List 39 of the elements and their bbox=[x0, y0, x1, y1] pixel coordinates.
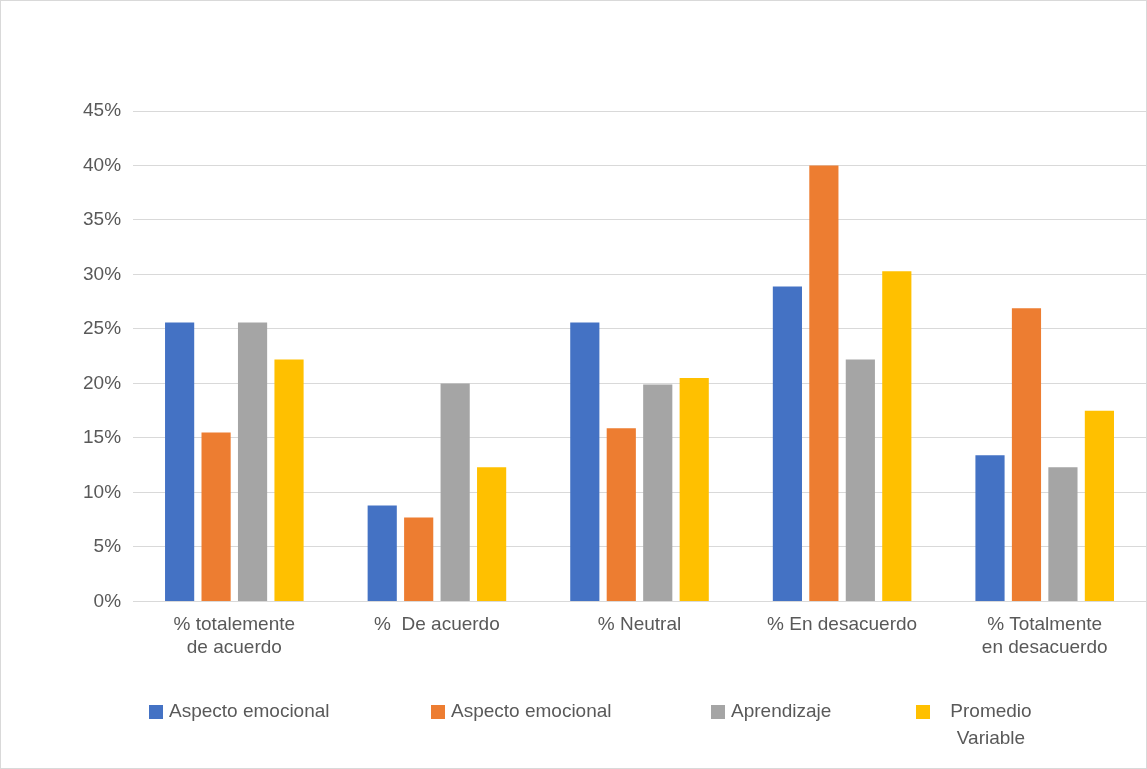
legend-label: Aprendizaje bbox=[731, 699, 832, 723]
bar bbox=[809, 165, 839, 601]
y-tick-label: 40% bbox=[83, 153, 122, 175]
bar bbox=[404, 517, 434, 601]
bar bbox=[975, 455, 1005, 601]
legend-label: Aspecto emocional bbox=[169, 699, 330, 723]
bar bbox=[477, 467, 507, 601]
bar bbox=[1048, 467, 1078, 601]
bar bbox=[165, 322, 195, 601]
bar bbox=[606, 428, 636, 601]
bar bbox=[845, 359, 875, 601]
y-tick-label: 30% bbox=[83, 262, 122, 284]
bar bbox=[237, 322, 268, 601]
bar bbox=[274, 359, 304, 601]
y-tick-label: 20% bbox=[83, 371, 122, 393]
y-tick-label: 10% bbox=[83, 480, 122, 502]
y-tick-label: 45% bbox=[83, 99, 122, 121]
y-tick-label: 35% bbox=[83, 208, 122, 230]
y-tick-label: 25% bbox=[83, 317, 122, 339]
legend-label: Promedio Variable bbox=[949, 699, 1033, 750]
bar bbox=[1011, 308, 1042, 601]
legend-label: Aspecto emocional bbox=[451, 699, 612, 723]
x-tick-label: % Totalmente en desacuerdo bbox=[981, 613, 1108, 657]
x-tick-label: % De acuerdo bbox=[374, 613, 500, 635]
bar bbox=[570, 322, 600, 601]
bar bbox=[201, 432, 231, 601]
bar bbox=[772, 286, 802, 601]
y-tick-label: 0% bbox=[93, 589, 122, 611]
x-tick-label: % Neutral bbox=[597, 613, 682, 635]
bar bbox=[440, 383, 470, 601]
y-tick-label: 5% bbox=[93, 535, 122, 557]
bar bbox=[882, 271, 912, 601]
x-tick-label: % En desacuerdo bbox=[767, 613, 918, 635]
bar bbox=[367, 505, 397, 601]
x-tick-label: % totalemente de acuerdo bbox=[173, 613, 296, 657]
y-tick-label: 15% bbox=[83, 426, 122, 448]
bar bbox=[679, 378, 709, 601]
bar bbox=[1084, 410, 1114, 601]
bar bbox=[643, 384, 673, 601]
